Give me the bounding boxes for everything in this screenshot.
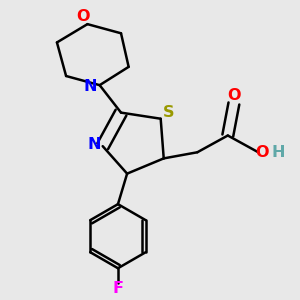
- Text: N: N: [84, 79, 97, 94]
- Text: O: O: [255, 146, 269, 160]
- Text: S: S: [163, 105, 174, 120]
- Text: O: O: [76, 9, 90, 24]
- Text: H: H: [272, 146, 285, 160]
- Text: F: F: [112, 281, 124, 296]
- Text: O: O: [227, 88, 241, 103]
- Text: N: N: [87, 137, 101, 152]
